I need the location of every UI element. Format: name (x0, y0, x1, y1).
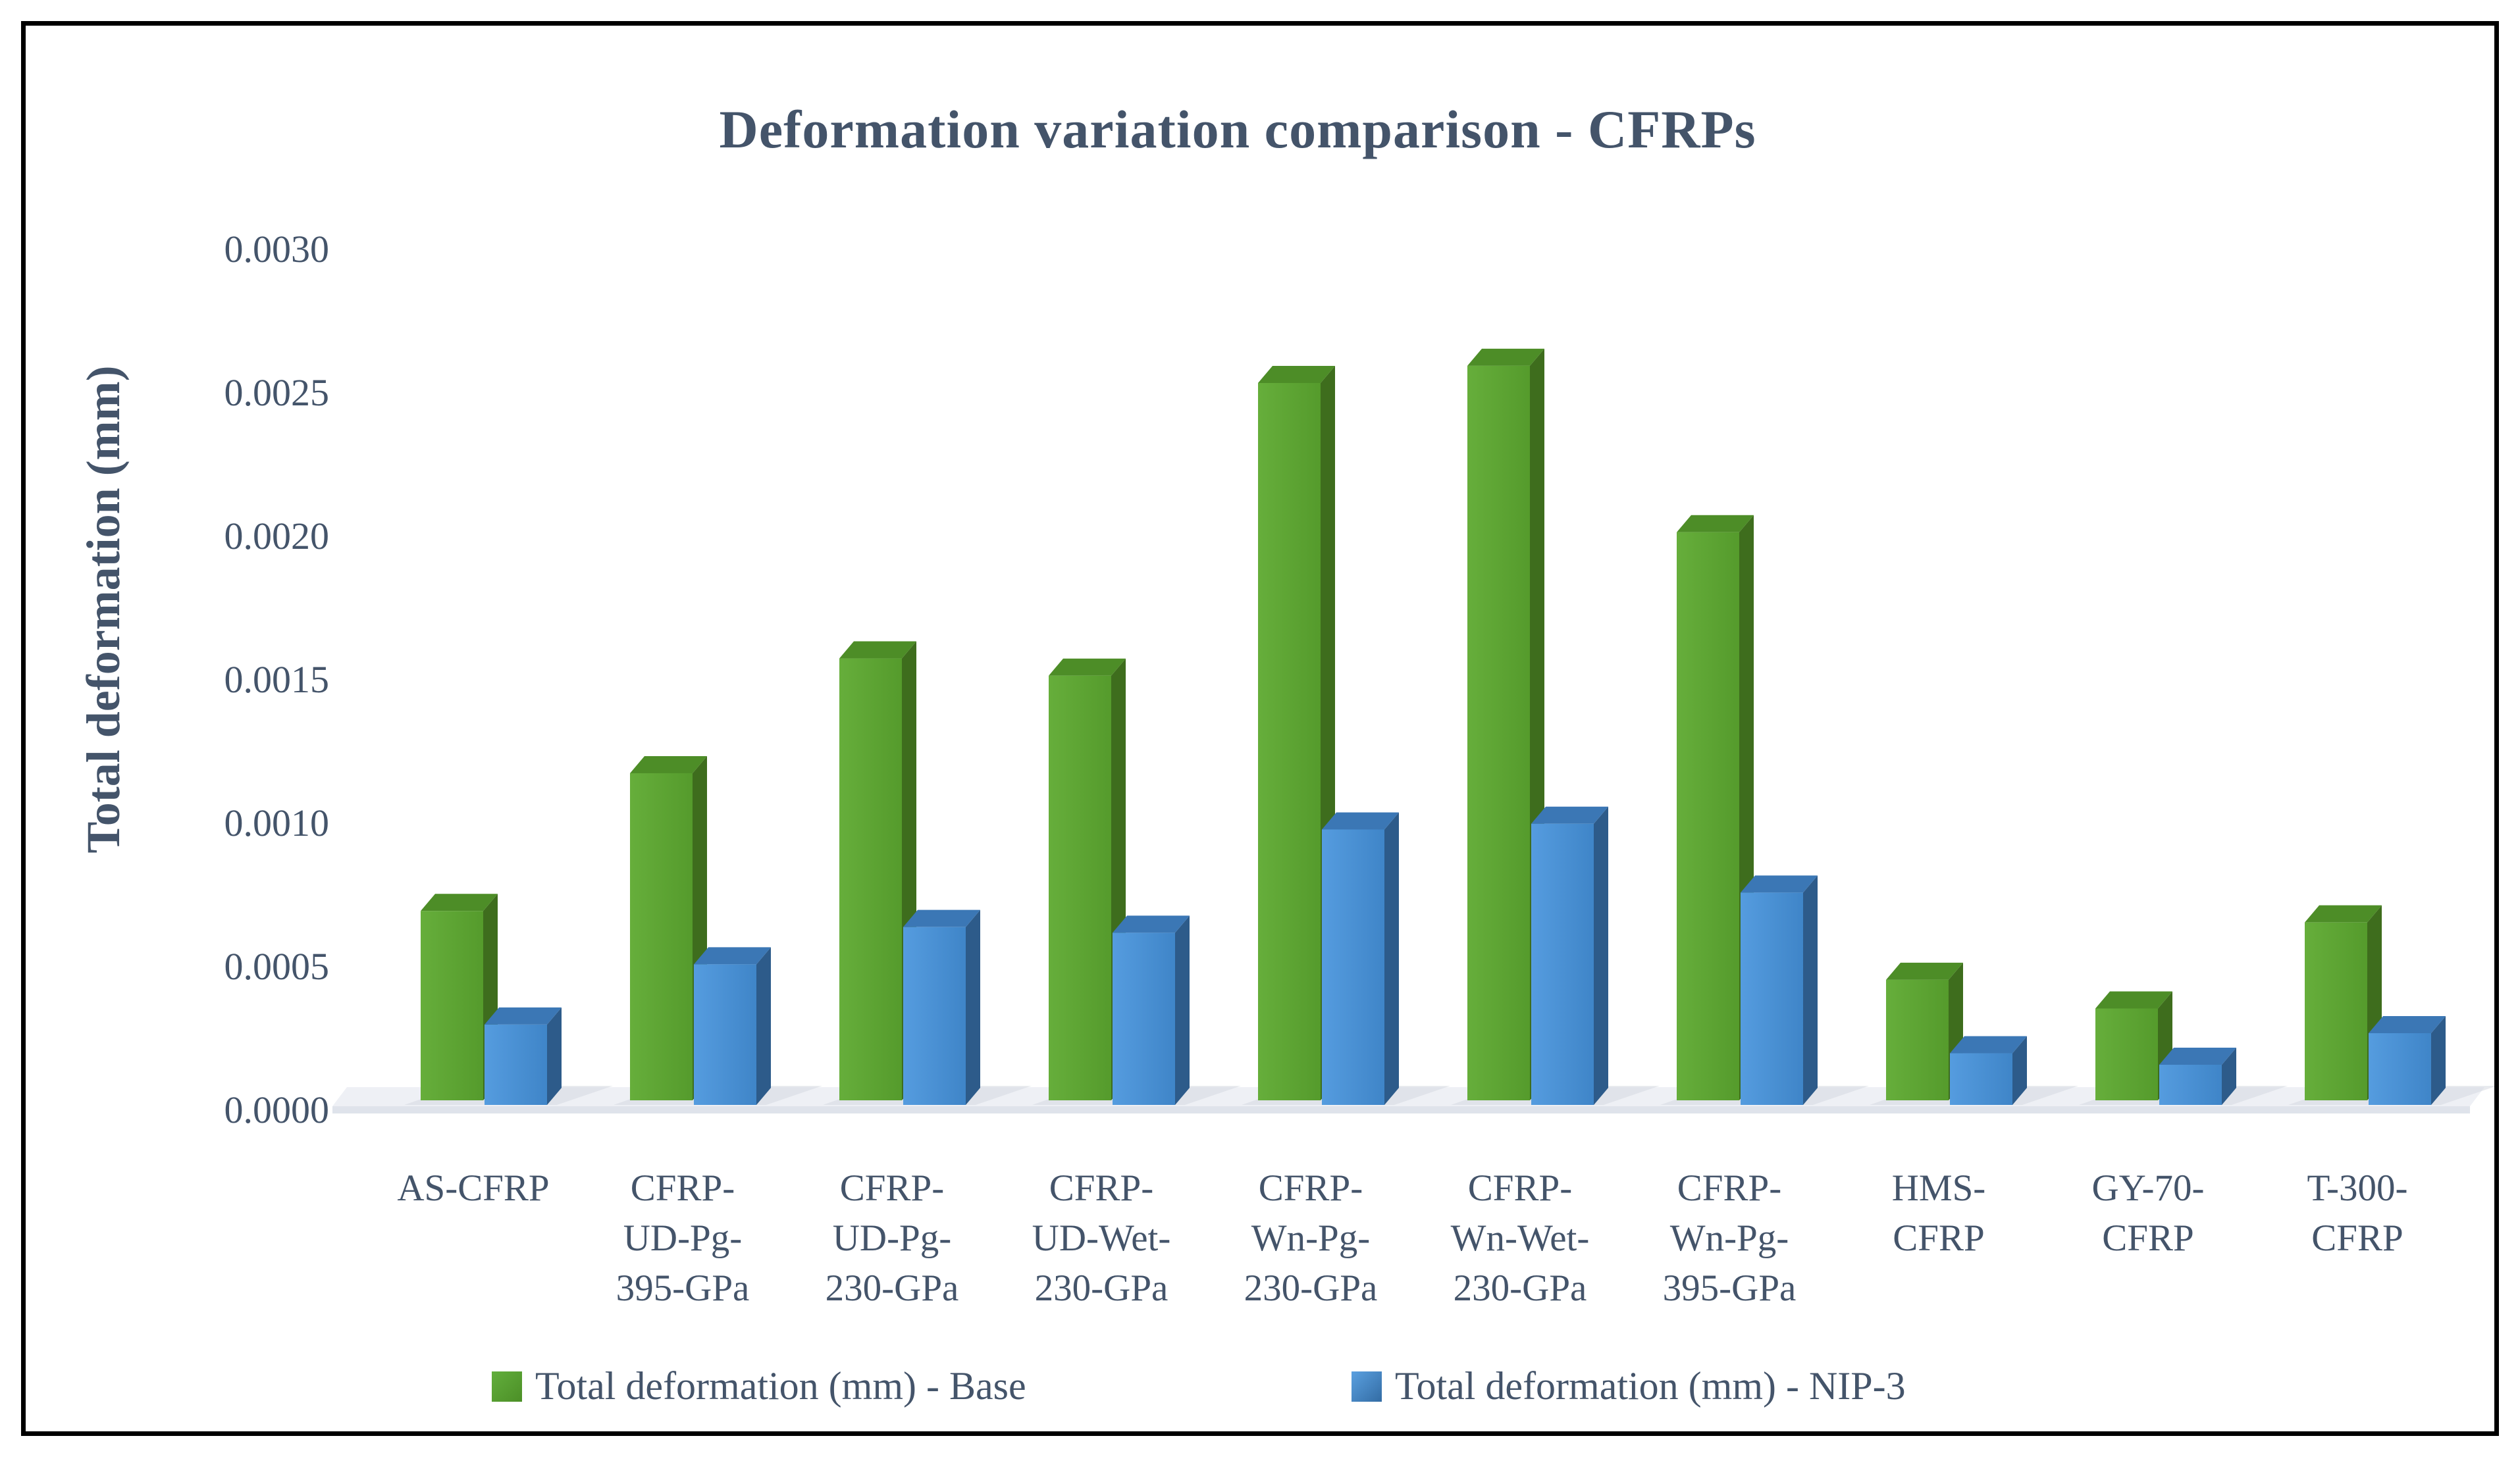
bar-base-HMS-CFRP-top (1886, 962, 1963, 980)
bar-nip3-CFRP-UD-Pg-230-GPa-top (903, 909, 980, 927)
y-tick-label: 0.0025 (224, 371, 330, 414)
bar-base-GY-70-CFRP-top (2095, 991, 2172, 1009)
bar-base-CFRP-UD-Pg-395-GPa (630, 755, 707, 1100)
y-tick-label: 0.0030 (224, 228, 330, 270)
figure-border (21, 21, 2499, 1436)
bar-base-CFRP-Wn-Pg-230-GPa (1258, 366, 1335, 1100)
bar-nip3-CFRP-Wn-Pg-230-GPa (1322, 812, 1399, 1105)
bar-nip3-CFRP-Wn-Wet-230-GPa-top (1531, 806, 1608, 824)
bar-nip3-CFRP-Wn-Pg-395-GPa (1741, 875, 1818, 1105)
x-category-label: HMS- CFRP (1891, 1167, 1986, 1259)
bar-nip3-AS-CFRP-side (547, 1007, 562, 1105)
y-tick-label: 0.0020 (224, 515, 330, 557)
bar-base-CFRP-Wn-Wet-230-GPa-front (1467, 365, 1530, 1100)
bar-nip3-CFRP-UD-Wet-230-GPa-top (1113, 915, 1190, 933)
bar-base-CFRP-UD-Pg-395-GPa-front (630, 773, 693, 1100)
x-category-label: GY-70- CFRP (2091, 1167, 2205, 1259)
bar-nip3-AS-CFRP (485, 1007, 562, 1105)
bar-nip3-CFRP-Wn-Wet-230-GPa-front (1531, 823, 1594, 1105)
bar-nip3-AS-CFRP-front (485, 1024, 547, 1105)
bar-base-CFRP-UD-Pg-230-GPa-top (839, 641, 916, 659)
y-tick-label: 0.0010 (224, 802, 330, 844)
y-tick-label: 0.0015 (224, 658, 330, 701)
bar-base-CFRP-Wn-Wet-230-GPa-top (1467, 348, 1544, 366)
bar-nip3-CFRP-UD-Pg-395-GPa-front (694, 964, 756, 1105)
bar-nip3-CFRP-Wn-Pg-395-GPa-top (1741, 875, 1818, 893)
bar-base-CFRP-UD-Pg-395-GPa-top (630, 755, 707, 773)
bar-nip3-CFRP-Wn-Pg-395-GPa-side (1803, 875, 1818, 1105)
bar-nip3-GY-70-CFRP-top (2159, 1047, 2236, 1065)
bar-nip3-CFRP-Wn-Wet-230-GPa (1531, 806, 1608, 1105)
bar-base-AS-CFRP-front (421, 911, 483, 1100)
y-axis-title: Total deformation (mm) (77, 365, 130, 854)
bar-nip3-CFRP-UD-Pg-395-GPa-top (694, 947, 771, 965)
x-category-label: CFRP- UD-Pg- 395-GPa (616, 1167, 750, 1309)
bar-base-T-300-CFRP-top (2305, 905, 2382, 923)
chart-title: Deformation variation comparison - CFRPs (719, 99, 1756, 159)
legend-label-base: Total deformation (mm) - Base (535, 1364, 1026, 1408)
x-category-label: T-300- CFRP (2307, 1167, 2408, 1259)
bar-nip3-CFRP-UD-Pg-230-GPa-side (966, 909, 980, 1105)
bar-nip3-CFRP-UD-Wet-230-GPa-front (1113, 933, 1175, 1105)
bar-nip3-CFRP-UD-Wet-230-GPa-side (1175, 915, 1190, 1105)
bar-nip3-CFRP-UD-Pg-230-GPa (903, 909, 980, 1105)
x-category-label: CFRP- Wn-Pg- 395-GPa (1662, 1167, 1797, 1309)
legend-item-base: Total deformation (mm) - Base (492, 1364, 1026, 1409)
bar-nip3-HMS-CFRP-front (1950, 1053, 2012, 1105)
bar-base-T-300-CFRP-front (2305, 922, 2367, 1100)
bar-base-GY-70-CFRP-front (2095, 1008, 2158, 1100)
bar-nip3-CFRP-UD-Pg-395-GPa-side (756, 947, 771, 1105)
bar-nip3-CFRP-UD-Pg-395-GPa (694, 947, 771, 1105)
bar-nip3-T-300-CFRP (2369, 1016, 2446, 1105)
legend-swatch-base-icon (492, 1371, 522, 1402)
bar-base-CFRP-Wn-Pg-395-GPa-top (1677, 515, 1754, 532)
bar-base-CFRP-UD-Wet-230-GPa-top (1049, 658, 1126, 676)
bar-nip3-CFRP-UD-Pg-230-GPa-front (903, 927, 966, 1105)
legend-swatch-nip3-icon (1352, 1371, 1382, 1402)
bar-nip3-CFRP-Wn-Wet-230-GPa-side (1594, 806, 1608, 1105)
x-category-label: CFRP- Wn-Pg- 230-GPa (1244, 1167, 1378, 1309)
bar-nip3-CFRP-Wn-Pg-230-GPa-top (1322, 812, 1399, 830)
legend-item-nip3: Total deformation (mm) - NIP-3 (1352, 1364, 1906, 1409)
bar-nip3-T-300-CFRP-side (2431, 1016, 2446, 1105)
bar-nip3-GY-70-CFRP-front (2159, 1064, 2222, 1105)
x-category-label: CFRP- UD-Wet- 230-GPa (1032, 1167, 1171, 1309)
bar-nip3-HMS-CFRP-top (1950, 1036, 2027, 1054)
bar-nip3-T-300-CFRP-top (2369, 1016, 2446, 1033)
bar-base-CFRP-UD-Pg-230-GPa-front (839, 658, 902, 1100)
x-category-label: AS-CFRP (397, 1167, 550, 1209)
x-category-label: CFRP- UD-Pg- 230-GPa (825, 1167, 959, 1309)
y-tick-label: 0.0005 (224, 945, 330, 988)
bar-nip3-AS-CFRP-top (485, 1007, 562, 1025)
bar-nip3-CFRP-Wn-Pg-230-GPa-front (1322, 829, 1384, 1105)
chart-floor-front (332, 1106, 2470, 1113)
y-tick-label: 0.0000 (224, 1088, 330, 1131)
bar-nip3-CFRP-Wn-Pg-395-GPa-front (1741, 892, 1803, 1105)
bar-nip3-GY-70-CFRP (2159, 1047, 2236, 1105)
bar-nip3-HMS-CFRP (1950, 1036, 2027, 1105)
bar-base-AS-CFRP-top (421, 894, 498, 911)
bar-nip3-T-300-CFRP-front (2369, 1033, 2431, 1105)
bar-base-CFRP-Wn-Pg-395-GPa (1677, 515, 1754, 1100)
bar-base-CFRP-Wn-Pg-230-GPa-top (1258, 366, 1335, 383)
bar-base-CFRP-Wn-Pg-395-GPa-front (1677, 532, 1739, 1100)
bar-base-CFRP-UD-Wet-230-GPa-front (1049, 675, 1111, 1100)
bar-base-HMS-CFRP (1886, 962, 1963, 1100)
bar-base-CFRP-Wn-Pg-230-GPa-front (1258, 383, 1321, 1100)
x-category-label: CFRP- Wn-Wet- 230-GPa (1450, 1167, 1590, 1309)
bar-nip3-CFRP-UD-Wet-230-GPa (1113, 915, 1190, 1105)
bar-base-HMS-CFRP-front (1886, 979, 1949, 1100)
plot-area (332, 348, 2497, 1113)
bar-nip3-HMS-CFRP-side (2012, 1036, 2027, 1105)
bar-nip3-GY-70-CFRP-side (2222, 1047, 2236, 1105)
bar-nip3-CFRP-Wn-Pg-230-GPa-side (1384, 812, 1399, 1105)
legend-label-nip3: Total deformation (mm) - NIP-3 (1395, 1364, 1906, 1408)
